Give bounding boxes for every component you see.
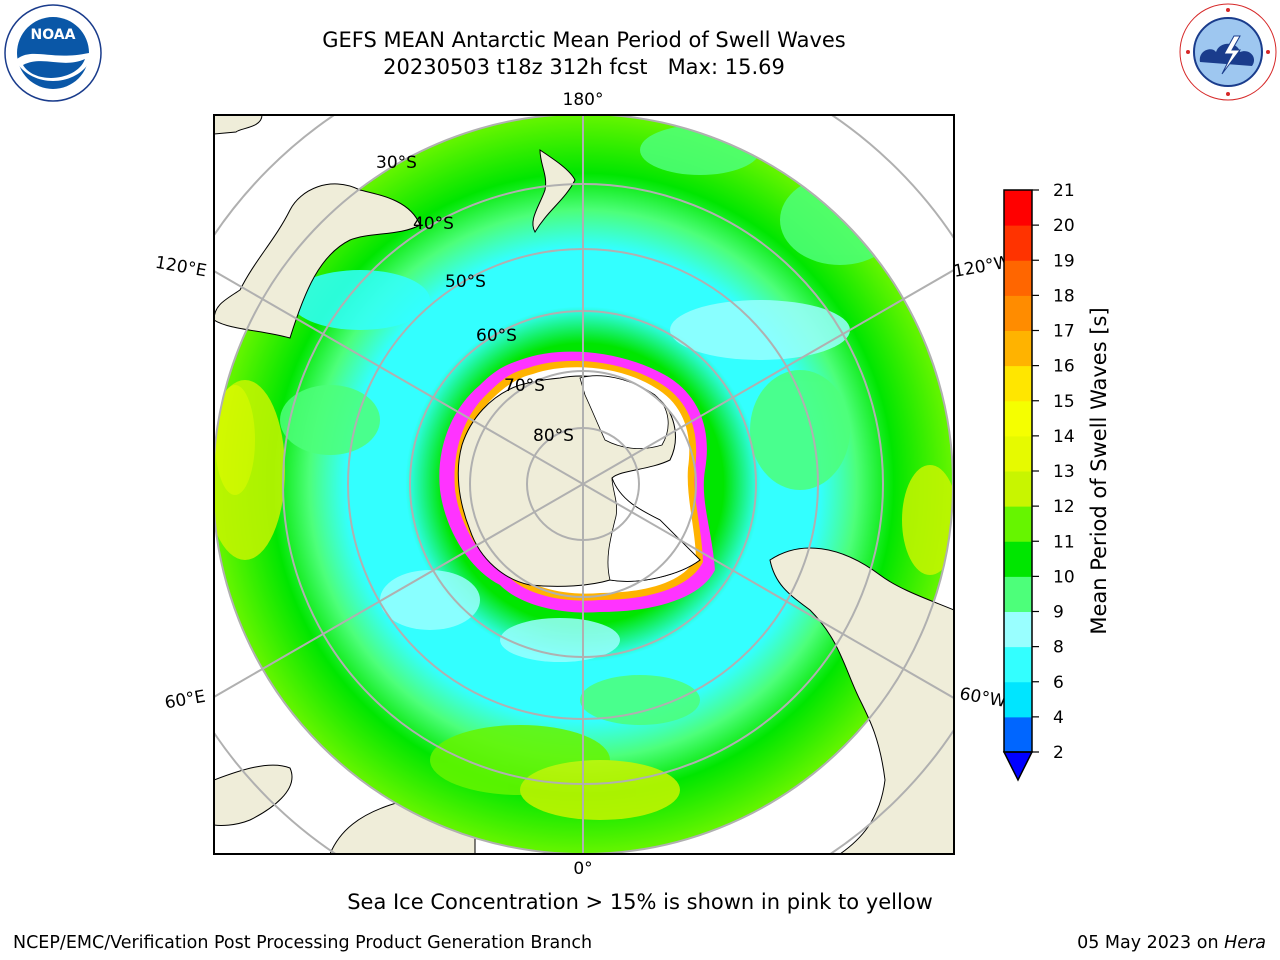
colorbar-segment [1004,646,1032,683]
colorbar-segment [1004,435,1032,472]
colorbar-tick-label: 19 [1053,251,1075,271]
colorbar-tick-label: 21 [1053,181,1075,201]
colorbar-tick-label: 13 [1053,462,1075,482]
colorbar-tick-label: 16 [1053,357,1075,377]
colorbar-segment [1004,716,1032,753]
colorbar-tick-label: 11 [1053,532,1075,552]
colorbar-tick-label: 15 [1053,392,1075,412]
colorbar-tick-label: 18 [1053,286,1075,306]
noaa-logo-icon: NOAA [4,4,102,102]
lon-label-0: 0° [573,859,592,879]
sea-ice-note: Sea Ice Concentration > 15% is shown in … [347,890,933,914]
lat-label-40s: 40°S [413,214,454,234]
colorbar-tick-label: 4 [1053,708,1064,728]
colorbar-tick-label: 14 [1053,427,1075,447]
footer-date-text: 05 May 2023 on [1077,933,1219,953]
lat-label-80s: 80°S [533,426,574,446]
chart-title: GEFS MEAN Antarctic Mean Period of Swell… [322,28,846,52]
colorbar-segment [1004,611,1032,648]
colorbar-tick-label: 9 [1053,603,1064,623]
colorbar-segment [1004,330,1032,367]
colorbar-segment [1004,576,1032,612]
footer-credit: NCEP/EMC/Verification Post Processing Pr… [13,933,593,953]
colorbar-tick-label: 20 [1053,216,1075,236]
lon-label-180: 180° [563,90,604,110]
colorbar-tick-label: 2 [1053,743,1064,763]
colorbar-segment [1004,681,1032,718]
colorbar-tick-label: 12 [1053,497,1075,517]
colorbar-segment [1004,400,1032,437]
lat-label-30s: 30°S [376,153,417,173]
colorbar-tick-label: 6 [1053,673,1064,693]
colorbar-segment [1004,471,1032,507]
lon-label-60w: 60°W [958,684,1008,712]
footer-host: Hera [1224,933,1266,953]
colorbar-segment [1004,541,1032,577]
colorbar-segment [1004,365,1032,402]
colorbar: 2 4 6 8 9 10 11 12 13 14 15 16 17 18 19 20 21 Mean Period… [1002,181,1111,782]
colorbar-segment [1004,506,1032,542]
colorbar-under-arrow [1002,751,1034,782]
colorbar-tick-label: 10 [1053,567,1075,587]
colorbar-segment [1004,295,1032,331]
colorbar-tick-label: 8 [1053,638,1064,658]
ross-ice-shelf [607,477,701,582]
nws-logo-icon [1179,3,1277,101]
colorbar-label: Mean Period of Swell Waves [s] [1087,307,1111,634]
colorbar-segment [1004,260,1032,296]
swell-field-patches [214,125,953,820]
noaa-logo-text: NOAA [31,27,76,43]
map-frame [213,114,955,855]
colorbar-segment [1004,225,1032,261]
footer-date: 05 May 2023 on Hera [1077,933,1266,953]
lat-label-60s: 60°S [476,326,517,346]
lon-label-120e: 120°E [154,253,208,282]
chart-subtitle: 20230503 t18z 312h fcst Max: 15.69 [383,55,785,79]
lat-label-50s: 50°S [445,272,486,292]
lat-label-70s: 70°S [504,376,545,396]
lon-label-60e: 60°E [163,687,207,714]
colorbar-segment [1004,190,1032,226]
colorbar-tick-label: 17 [1053,322,1075,342]
